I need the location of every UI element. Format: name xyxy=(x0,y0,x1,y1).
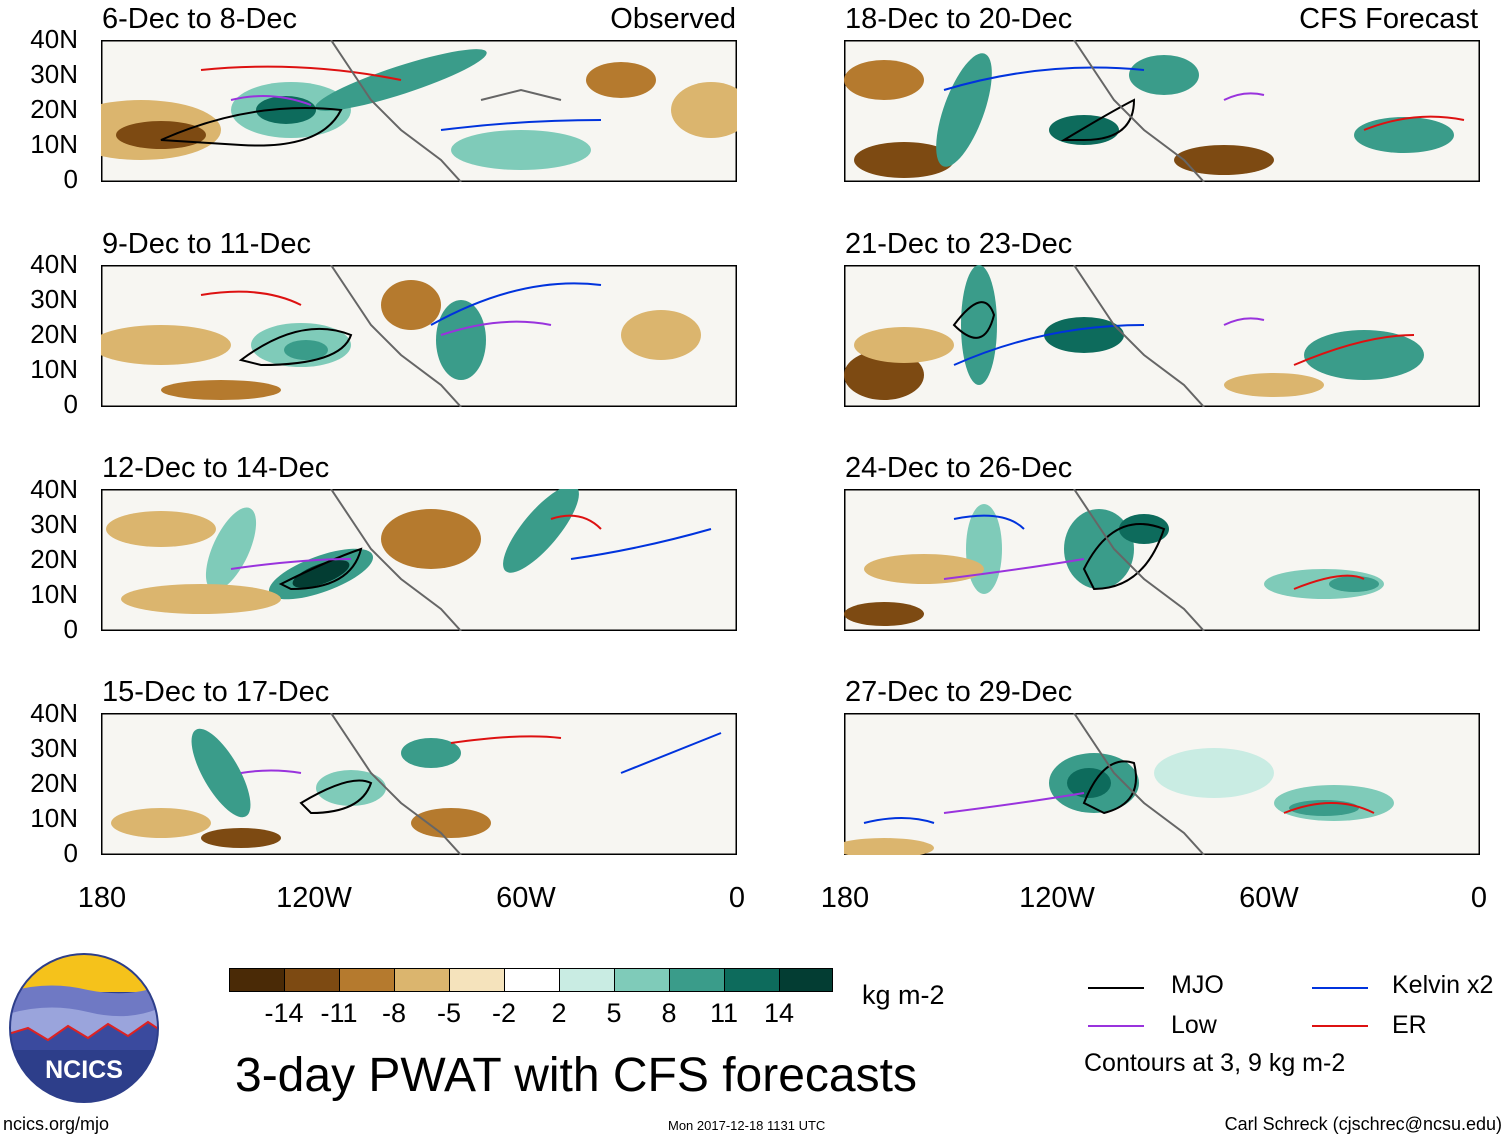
map-panel-27-29-dec xyxy=(844,713,1480,855)
lat-label: 0 xyxy=(63,614,78,644)
panel-title-1: 6-Dec to 8-Dec xyxy=(102,3,298,35)
panel-label-observed: Observed xyxy=(610,3,736,35)
lat-label: 30N xyxy=(30,733,78,763)
lon-label: 0 xyxy=(1470,882,1488,914)
map-panel-12-14-dec xyxy=(101,489,737,631)
colorbar-swatch xyxy=(504,968,560,992)
lat-label: 20N xyxy=(30,768,78,798)
footer-url[interactable]: ncics.org/mjo xyxy=(3,1114,110,1134)
colorbar-tick-label: 2 xyxy=(551,998,567,1028)
lon-label: 180 xyxy=(77,882,127,914)
lat-label: 10N xyxy=(30,579,78,609)
legend-label-low: Low xyxy=(1171,1011,1217,1039)
colorbar-tick-label: 5 xyxy=(606,998,622,1028)
colorbar-swatch xyxy=(394,968,450,992)
lat-label: 40N xyxy=(30,24,78,54)
lat-label: 20N xyxy=(30,94,78,124)
legend-label-er: ER xyxy=(1392,1011,1427,1039)
lon-label: 120W xyxy=(276,882,352,914)
lat-label: 30N xyxy=(30,59,78,89)
legend-label-kelvin: Kelvin x2 xyxy=(1392,971,1494,999)
lat-label: 0 xyxy=(63,389,78,419)
lat-label: 10N xyxy=(30,803,78,833)
legend-swatch-mjo xyxy=(1088,987,1144,989)
map-panel-9-11-dec xyxy=(101,265,737,407)
colorbar-swatch xyxy=(229,968,285,992)
colorbar-tick-label: -11 xyxy=(320,998,358,1028)
lat-label: 10N xyxy=(30,129,78,159)
lat-label: 0 xyxy=(63,838,78,868)
colorbar-swatch xyxy=(779,968,833,992)
colorbar-swatch xyxy=(339,968,395,992)
map-panel-observed-6-8-dec xyxy=(101,40,737,182)
panel-title-7: 24-Dec to 26-Dec xyxy=(845,452,1073,484)
colorbar-tick-label: 14 xyxy=(763,998,795,1028)
lat-label: 40N xyxy=(30,698,78,728)
panel-title-8: 27-Dec to 29-Dec xyxy=(845,676,1073,708)
footer-timestamp: Mon 2017-12-18 1131 UTC xyxy=(668,1118,826,1133)
lat-label: 10N xyxy=(30,354,78,384)
lat-label: 40N xyxy=(30,249,78,279)
lat-label: 0 xyxy=(63,164,78,194)
panel-title-2: 9-Dec to 11-Dec xyxy=(102,228,311,260)
lon-label: 180 xyxy=(820,882,870,914)
footer-credit: Carl Schreck (cjschrec@ncsu.edu) xyxy=(1224,1114,1502,1134)
lat-label: 20N xyxy=(30,544,78,574)
legend-swatch-low xyxy=(1088,1025,1144,1027)
panel-label-cfs-forecast: CFS Forecast xyxy=(1299,3,1478,35)
lon-label: 60W xyxy=(1239,882,1299,914)
legend-label-mjo: MJO xyxy=(1171,971,1224,999)
legend-note: Contours at 3, 9 kg m-2 xyxy=(1084,1049,1346,1077)
map-panel-15-17-dec xyxy=(101,713,737,855)
colorbar-tick-label: -5 xyxy=(436,998,461,1028)
lon-label: 60W xyxy=(496,882,556,914)
colorbar-swatch xyxy=(559,968,615,992)
colorbar-tick-label: -14 xyxy=(264,998,304,1028)
colorbar-units: kg m-2 xyxy=(862,980,945,1010)
panel-title-3: 12-Dec to 14-Dec xyxy=(102,452,330,484)
map-panel-cfs-18-20-dec xyxy=(844,40,1480,182)
legend-swatch-er xyxy=(1312,1025,1368,1027)
lon-label: 0 xyxy=(728,882,746,914)
lon-label: 120W xyxy=(1019,882,1095,914)
panel-title-4: 15-Dec to 17-Dec xyxy=(102,676,330,708)
map-panel-21-23-dec xyxy=(844,265,1480,407)
ncics-logo: NCICS xyxy=(8,952,160,1104)
colorbar-tick-label: -8 xyxy=(381,998,406,1028)
lat-label: 20N xyxy=(30,319,78,349)
lat-label: 30N xyxy=(30,509,78,539)
lat-label: 40N xyxy=(30,474,78,504)
panel-title-6: 21-Dec to 23-Dec xyxy=(845,228,1073,260)
colorbar-tick-label: -2 xyxy=(491,998,516,1028)
colorbar-swatch xyxy=(614,968,670,992)
colorbar-tick-label: 8 xyxy=(661,998,677,1028)
lat-label: 30N xyxy=(30,284,78,314)
colorbar-swatch xyxy=(284,968,340,992)
legend-swatch-kelvin xyxy=(1312,987,1368,989)
map-panel-24-26-dec xyxy=(844,489,1480,631)
colorbar-swatch xyxy=(449,968,505,992)
logo-text: NCICS xyxy=(45,1056,123,1084)
figure-title: 3-day PWAT with CFS forecasts xyxy=(235,1049,917,1102)
colorbar-tick-label: 11 xyxy=(709,998,739,1028)
panel-title-5: 18-Dec to 20-Dec xyxy=(845,3,1073,35)
colorbar-swatch xyxy=(669,968,725,992)
colorbar-swatch xyxy=(724,968,780,992)
